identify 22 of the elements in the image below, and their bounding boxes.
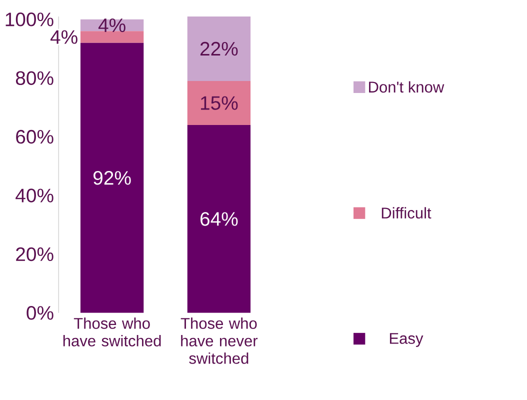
legend-label: Difficult xyxy=(382,206,432,218)
bar xyxy=(187,16,251,81)
bar xyxy=(187,80,251,125)
data-label: 64% xyxy=(200,212,238,226)
data-label: 15% xyxy=(200,96,238,110)
y-tick-label: 40% xyxy=(16,188,54,202)
y-tick-label: 20% xyxy=(16,247,54,261)
bar xyxy=(187,124,251,313)
y-tick-label: 80% xyxy=(16,71,54,85)
bar xyxy=(80,42,144,313)
data-label: 22% xyxy=(200,42,238,56)
x-tick-label: Those who have never switched xyxy=(180,317,258,364)
legend-label: Don't know xyxy=(369,81,444,92)
y-tick-label: 100% xyxy=(6,12,54,26)
bar xyxy=(80,30,144,43)
data-label: 4% xyxy=(98,18,126,32)
y-tick-label: 0% xyxy=(26,306,54,320)
y-tick-label: 60% xyxy=(16,130,54,144)
x-tick-label: Those who have switched xyxy=(63,317,161,346)
data-label: 92% xyxy=(94,170,131,185)
legend-label: Easy xyxy=(390,332,424,347)
data-label: 4% xyxy=(50,30,78,44)
